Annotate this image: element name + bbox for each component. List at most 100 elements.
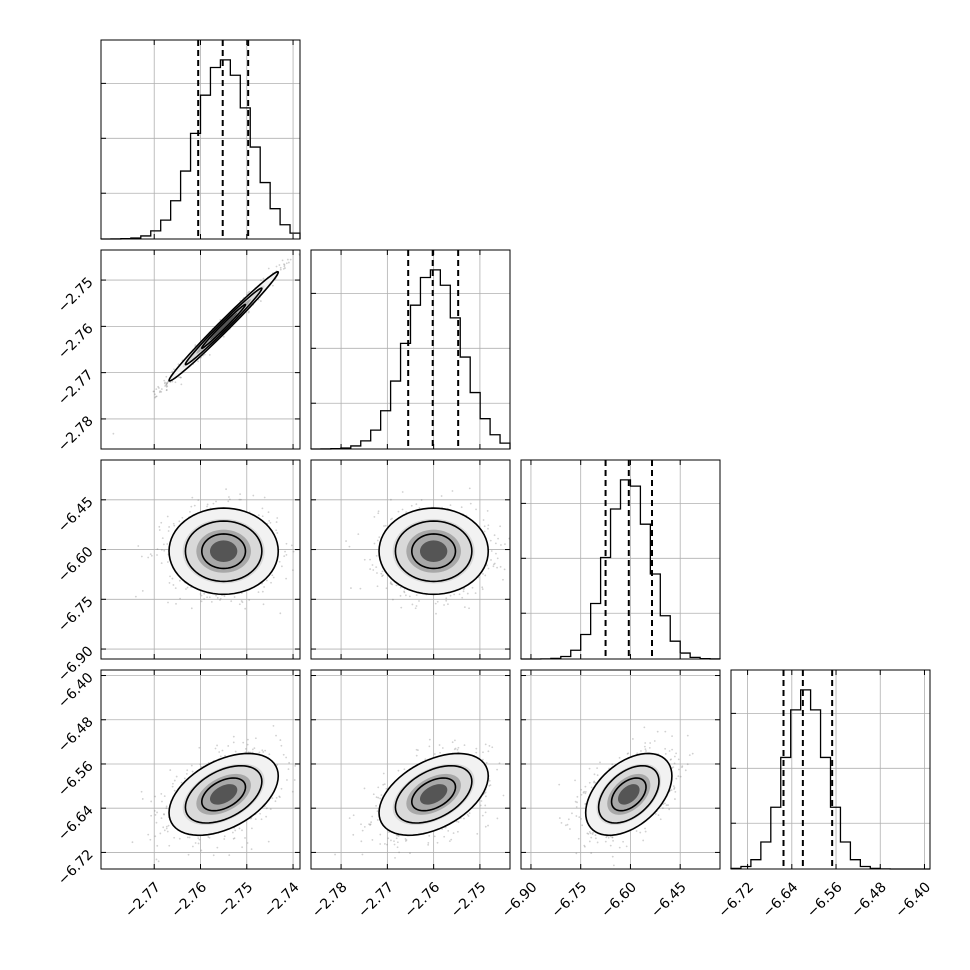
sample-point <box>385 787 388 790</box>
sample-point <box>262 603 265 606</box>
sample-point <box>453 748 456 751</box>
sample-point <box>168 526 171 528</box>
sample-point <box>247 751 250 754</box>
sample-point <box>438 744 441 746</box>
sample-point <box>218 751 221 753</box>
sample-point <box>238 498 241 501</box>
sample-point <box>221 749 224 752</box>
sample-point <box>469 502 472 505</box>
sample-point <box>228 498 231 501</box>
sample-point <box>352 814 355 817</box>
sample-point <box>468 487 471 490</box>
sample-point <box>373 542 376 545</box>
sample-point <box>484 804 487 807</box>
sample-point <box>645 750 647 752</box>
sample-point <box>279 268 282 271</box>
sample-point <box>228 854 231 857</box>
sample-point <box>414 607 417 610</box>
sample-point <box>500 544 502 546</box>
sample-point <box>173 789 176 792</box>
sample-point <box>380 572 383 575</box>
sample-point <box>450 838 453 841</box>
sample-point <box>420 499 423 501</box>
sample-point <box>244 607 247 610</box>
contour-line <box>394 764 473 824</box>
sample-point <box>404 594 407 597</box>
sample-point <box>403 590 405 593</box>
sample-point <box>261 590 264 593</box>
sample-point <box>160 562 163 565</box>
sample-point <box>232 735 235 738</box>
sample-point <box>474 592 477 595</box>
sample-point <box>215 594 217 597</box>
sample-point <box>173 779 176 782</box>
sample-point <box>484 791 487 794</box>
sample-point <box>391 517 393 520</box>
sample-point <box>162 826 165 829</box>
sample-point <box>251 748 254 751</box>
sample-point <box>156 548 159 551</box>
scatter-panel-4-2 <box>310 669 518 870</box>
sample-point <box>154 795 157 798</box>
scatter-panel-2-1 <box>100 249 301 450</box>
density-fill <box>209 540 238 562</box>
sample-point <box>571 812 573 815</box>
sample-point <box>381 570 384 573</box>
sample-point <box>483 530 486 533</box>
sample-point <box>267 267 270 270</box>
sample-point <box>276 517 279 519</box>
sample-point <box>178 376 181 379</box>
panel-frame <box>310 459 511 660</box>
sample-point <box>194 344 197 347</box>
sample-point <box>246 743 249 746</box>
sample-point <box>212 854 215 857</box>
sample-point <box>516 759 518 761</box>
sample-point <box>219 755 222 758</box>
sample-point <box>369 558 371 561</box>
sample-point <box>675 752 678 755</box>
sample-point <box>268 753 271 756</box>
contour-line <box>184 287 263 366</box>
sample-point <box>271 574 274 577</box>
sample-point <box>131 841 134 844</box>
sample-point <box>605 836 608 839</box>
sample-point <box>301 552 303 554</box>
sample-point <box>203 592 206 595</box>
sample-point <box>240 600 243 602</box>
sample-point <box>488 744 491 747</box>
sample-point <box>455 820 458 823</box>
hist-panel-3 <box>520 459 721 660</box>
hist-panel-4 <box>730 669 931 870</box>
density-fill <box>419 784 448 805</box>
panel-frame <box>310 249 511 450</box>
sample-point <box>250 848 253 851</box>
sample-point <box>154 393 156 396</box>
sample-point <box>203 353 206 356</box>
sample-point <box>480 800 483 802</box>
sample-point <box>401 491 404 493</box>
sample-point <box>166 382 168 385</box>
sample-point <box>248 599 251 601</box>
sample-point <box>409 852 411 855</box>
sample-point <box>216 744 218 747</box>
scatter-panel-4-3 <box>520 669 721 870</box>
sample-point <box>180 376 182 379</box>
sample-point <box>171 577 174 580</box>
sample-point <box>463 606 466 609</box>
sample-point <box>203 598 206 600</box>
sample-point <box>383 843 386 845</box>
sample-point <box>389 582 392 585</box>
sample-point <box>382 783 385 786</box>
sample-point <box>193 504 196 507</box>
sample-point <box>246 842 249 844</box>
sample-point <box>156 844 159 847</box>
sample-point <box>435 612 437 615</box>
sample-point <box>377 796 380 799</box>
sample-point <box>167 601 169 604</box>
sample-point <box>460 506 463 509</box>
sample-point <box>496 566 498 569</box>
sample-point <box>445 597 448 600</box>
sample-point <box>175 775 178 778</box>
sample-point <box>269 521 272 524</box>
sample-point <box>186 836 189 839</box>
